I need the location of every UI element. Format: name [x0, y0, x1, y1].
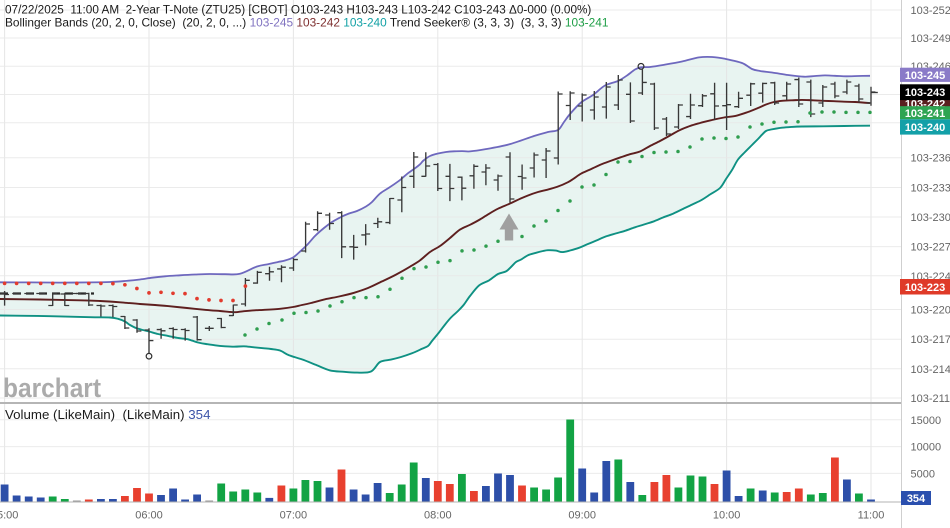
svg-text:103-241: 103-241 — [905, 108, 945, 120]
svg-text:07:00: 07:00 — [280, 510, 308, 522]
svg-text:103-227: 103-227 — [911, 242, 950, 254]
svg-text:10000: 10000 — [911, 442, 942, 454]
svg-text:09:00: 09:00 — [568, 510, 596, 522]
svg-text:103-233: 103-233 — [911, 183, 950, 195]
svg-text:Volume (LikeMain) (LikeMain): Volume (LikeMain) (LikeMain) 354 — [5, 407, 210, 422]
svg-text:5000: 5000 — [911, 468, 935, 480]
svg-text:103-214: 103-214 — [911, 364, 950, 376]
svg-text:103-236: 103-236 — [911, 153, 950, 165]
svg-text:06:00: 06:00 — [135, 510, 163, 522]
svg-text:barchart: barchart — [3, 373, 101, 403]
svg-text:05:00: 05:00 — [0, 510, 18, 522]
svg-text:103-211: 103-211 — [911, 393, 950, 405]
svg-text:103-252: 103-252 — [911, 5, 950, 17]
svg-text:103-217: 103-217 — [911, 334, 950, 346]
svg-text:103-245: 103-245 — [905, 70, 945, 82]
svg-text:10:00: 10:00 — [713, 510, 741, 522]
svg-text:11:00: 11:00 — [858, 510, 885, 522]
svg-text:103-230: 103-230 — [911, 212, 950, 224]
svg-text:354: 354 — [907, 493, 926, 505]
svg-text:103-220: 103-220 — [911, 305, 950, 317]
svg-text:103-240: 103-240 — [905, 122, 945, 134]
svg-text:103-243: 103-243 — [905, 87, 945, 99]
svg-text:103-249: 103-249 — [911, 33, 950, 45]
svg-text:08:00: 08:00 — [424, 510, 452, 522]
svg-text:15000: 15000 — [911, 415, 942, 427]
svg-text:Bollinger Bands (20, 2, 0, Clo: Bollinger Bands (20, 2, 0, Close) (20, 2… — [5, 16, 609, 30]
svg-text:07/22/2025 11:00 AM 2-Year T: 07/22/2025 11:00 AM 2-Year T-Note (ZTU25… — [5, 4, 591, 17]
svg-text:103-223: 103-223 — [905, 282, 945, 294]
